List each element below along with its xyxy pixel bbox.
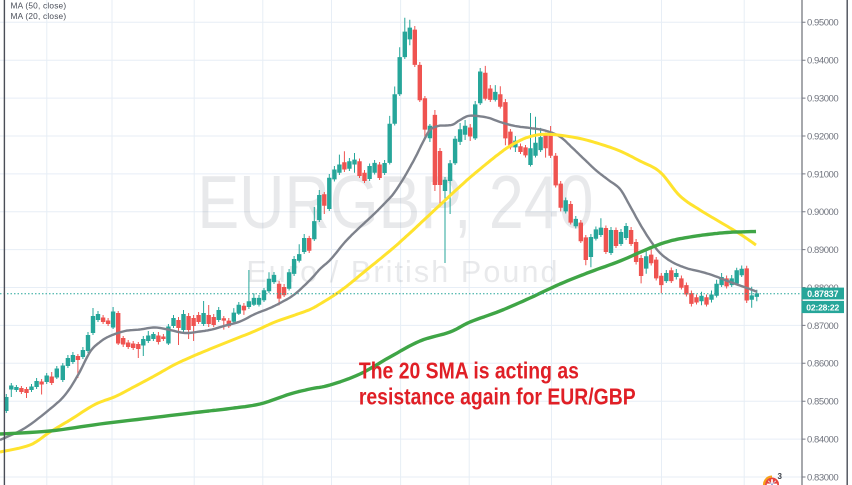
svg-text:resistance again for EUR/GBP: resistance again for EUR/GBP bbox=[359, 384, 636, 410]
svg-text:0.87837: 0.87837 bbox=[807, 289, 838, 299]
svg-text:0.93000: 0.93000 bbox=[807, 94, 838, 105]
svg-text:MA (50, close): MA (50, close) bbox=[11, 1, 67, 11]
svg-text:02:28:22: 02:28:22 bbox=[806, 302, 839, 312]
svg-text:The 20 SMA is acting as: The 20 SMA is acting as bbox=[359, 358, 579, 384]
svg-text:0.94000: 0.94000 bbox=[807, 56, 838, 67]
svg-text:0.84000: 0.84000 bbox=[807, 435, 838, 446]
svg-text:0.87000: 0.87000 bbox=[807, 321, 838, 332]
svg-text:0.89000: 0.89000 bbox=[807, 245, 838, 256]
svg-text:0.92000: 0.92000 bbox=[807, 131, 838, 142]
svg-text:3: 3 bbox=[778, 472, 783, 481]
svg-text:0.83000: 0.83000 bbox=[807, 472, 838, 483]
svg-text:0.86000: 0.86000 bbox=[807, 359, 838, 370]
svg-text:0.91000: 0.91000 bbox=[807, 169, 838, 180]
svg-text:0.95000: 0.95000 bbox=[807, 18, 838, 29]
svg-text:MA (20, close): MA (20, close) bbox=[11, 11, 67, 21]
svg-text:0.90000: 0.90000 bbox=[807, 207, 838, 218]
svg-text:EURGBP, 240: EURGBP, 240 bbox=[197, 160, 593, 245]
svg-text:0.85000: 0.85000 bbox=[807, 397, 838, 408]
